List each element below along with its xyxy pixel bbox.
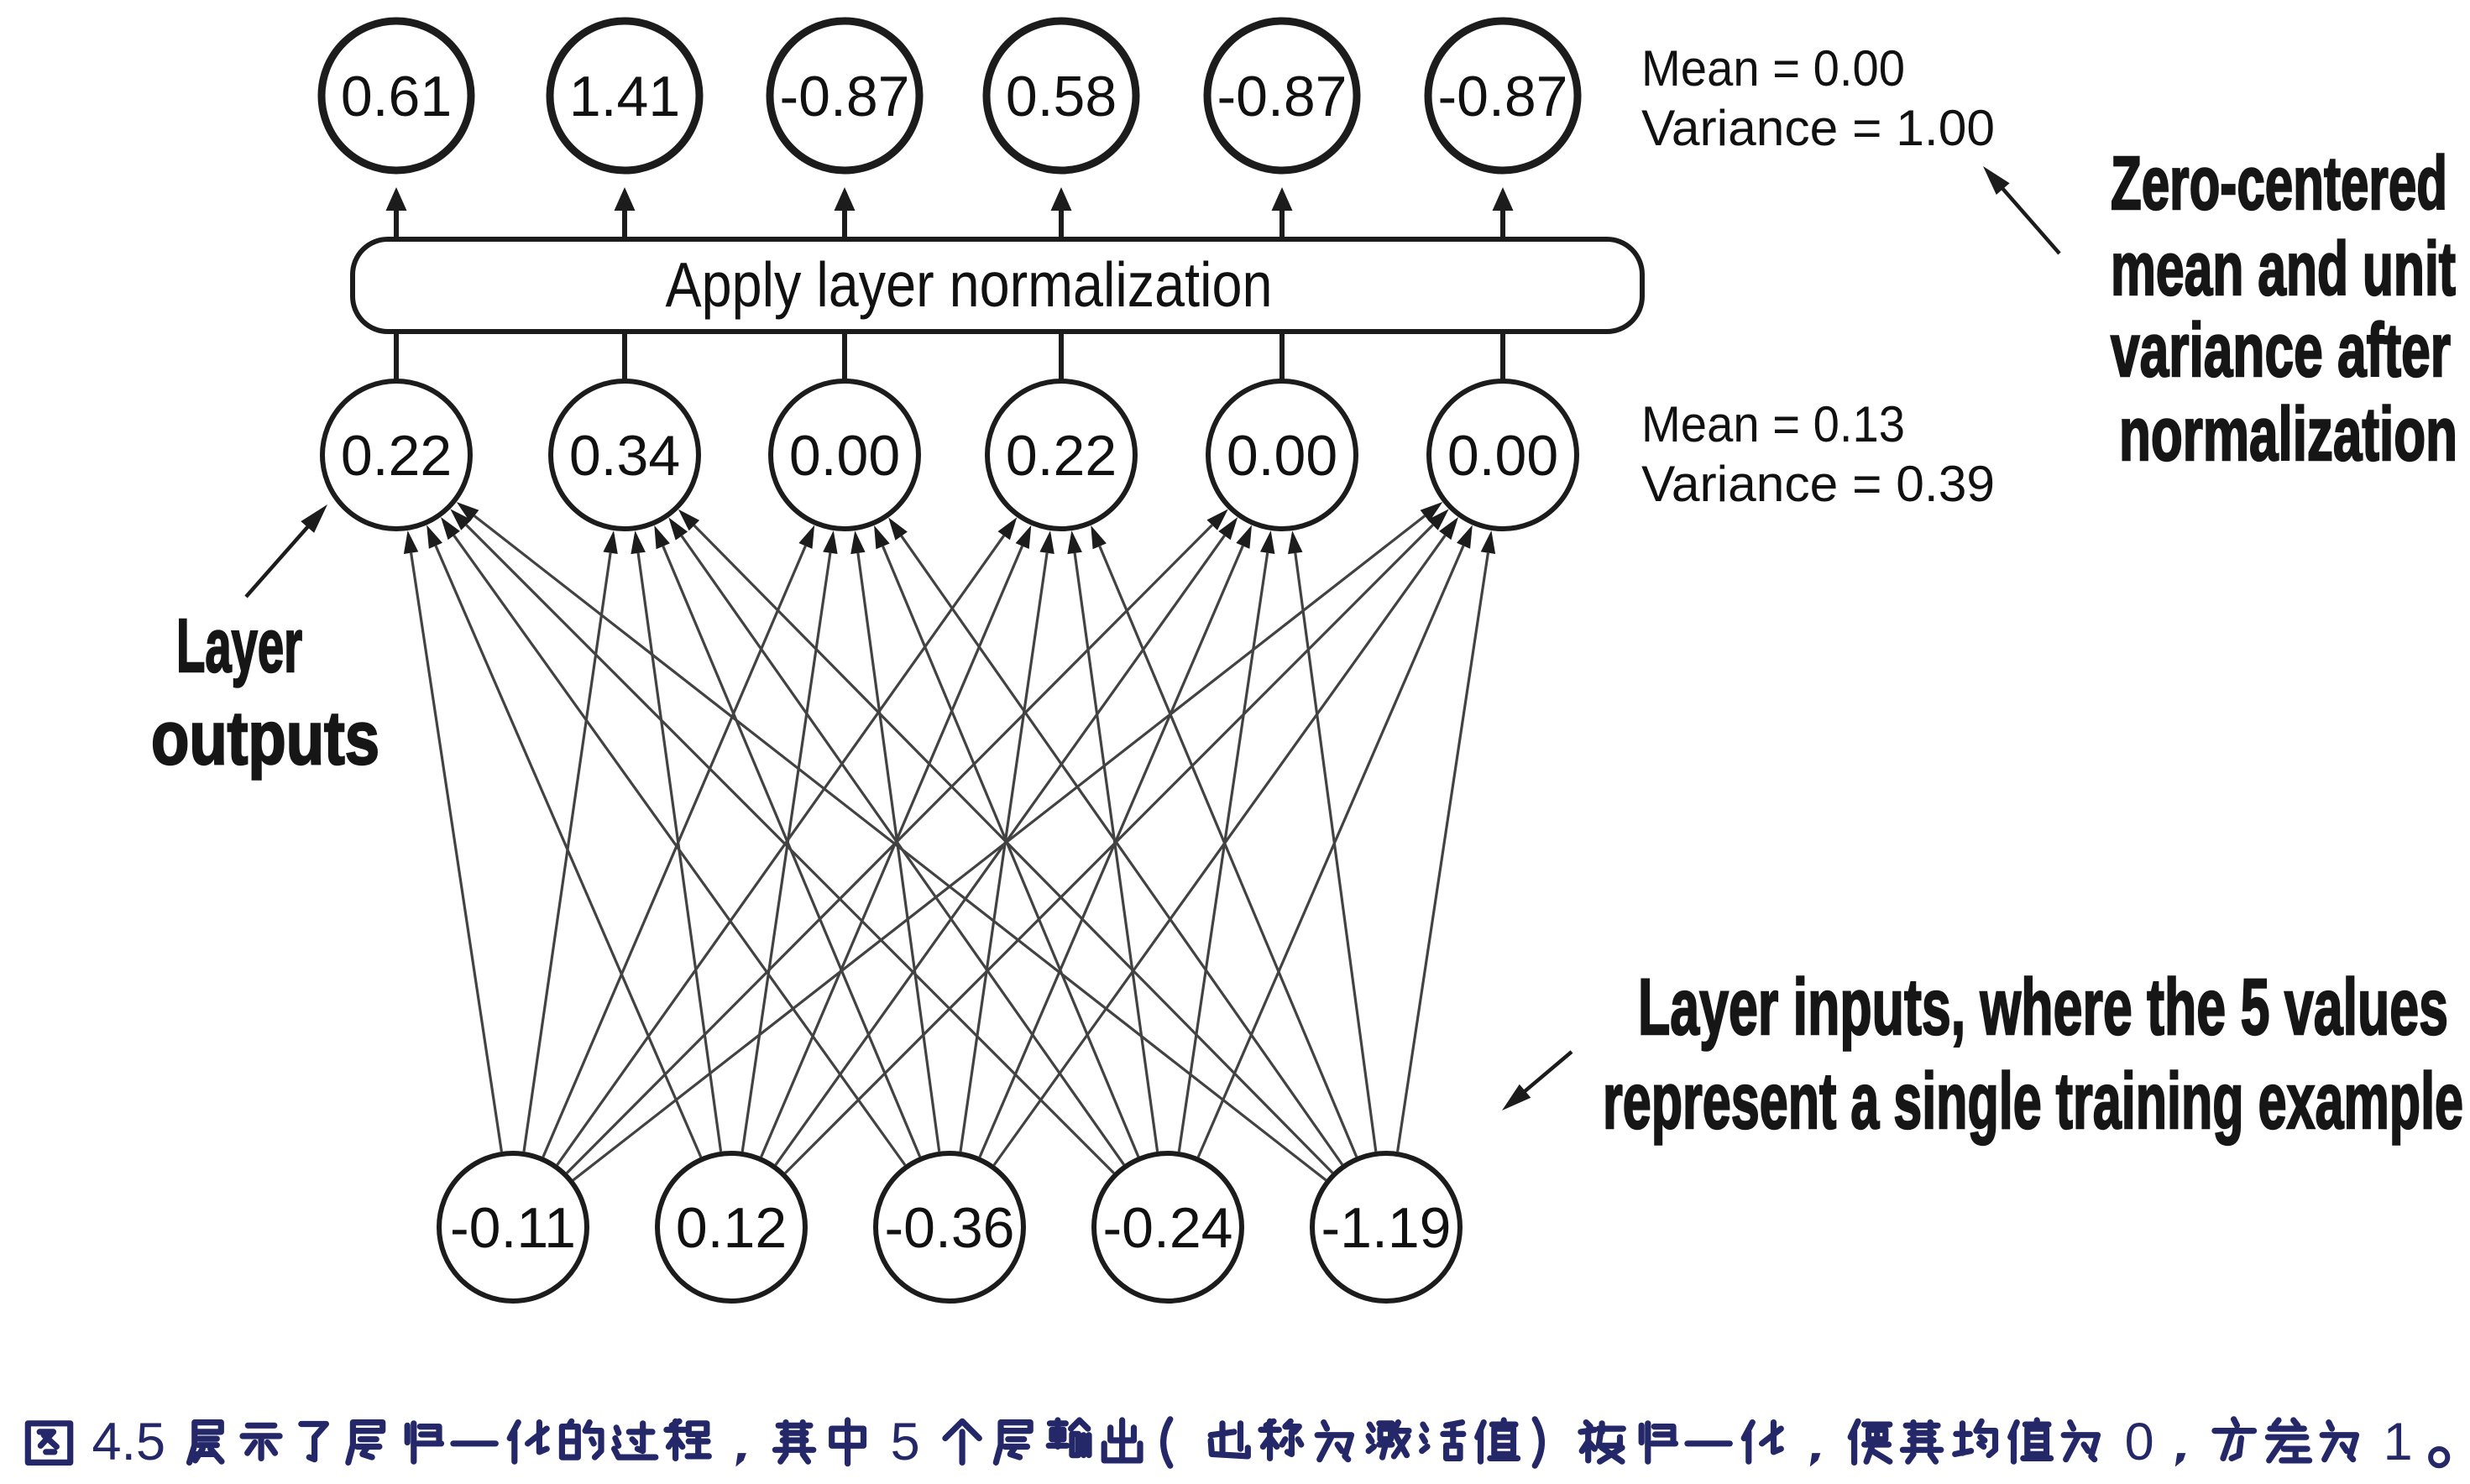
svg-text:0.12: 0.12 (676, 1196, 787, 1260)
svg-text:-0.11: -0.11 (450, 1196, 576, 1260)
svg-text:.: . (122, 1413, 137, 1471)
svg-text:Zero-centered: Zero-centered (2111, 142, 2447, 226)
svg-text:0.00: 0.00 (1447, 424, 1558, 488)
svg-text:-0.36: -0.36 (885, 1196, 1015, 1260)
svg-text:-0.87: -0.87 (780, 65, 910, 128)
svg-text:Layer: Layer (176, 604, 302, 688)
svg-text:outputs: outputs (151, 697, 379, 781)
svg-text:Variance = 0.39: Variance = 0.39 (1641, 456, 1995, 512)
svg-text:Mean = 0.13: Mean = 0.13 (1641, 396, 1905, 452)
svg-text:variance after: variance after (2111, 309, 2451, 393)
svg-text:5: 5 (136, 1413, 165, 1471)
svg-text:-0.24: -0.24 (1103, 1196, 1233, 1260)
svg-text:-0.87: -0.87 (1217, 65, 1348, 128)
svg-text:0.34: 0.34 (569, 424, 680, 488)
svg-text:mean and unit: mean and unit (2111, 227, 2456, 311)
svg-text:4: 4 (92, 1413, 122, 1471)
svg-text:Variance = 1.00: Variance = 1.00 (1641, 100, 1995, 156)
svg-text:0: 0 (2125, 1413, 2154, 1471)
svg-text:represent a single training ex: represent a single training example (1603, 1057, 2463, 1146)
svg-text:Mean = 0.00: Mean = 0.00 (1641, 40, 1905, 97)
svg-text:0.00: 0.00 (789, 424, 900, 488)
svg-text:0.22: 0.22 (341, 424, 452, 488)
svg-text:0.00: 0.00 (1227, 424, 1337, 488)
svg-text:Layer inputs, where the 5 valu: Layer inputs, where the 5 values (1638, 963, 2448, 1052)
svg-text:0.22: 0.22 (1006, 424, 1117, 488)
svg-text:0.61: 0.61 (341, 65, 452, 128)
svg-text:-0.87: -0.87 (1438, 65, 1568, 128)
svg-text:1: 1 (2384, 1413, 2413, 1471)
svg-text:-1.19: -1.19 (1321, 1196, 1452, 1260)
svg-text:0.58: 0.58 (1006, 65, 1117, 128)
svg-text:Apply layer normalization: Apply layer normalization (666, 249, 1273, 320)
svg-text:5: 5 (891, 1413, 920, 1471)
svg-text:1.41: 1.41 (569, 65, 680, 128)
svg-text:normalization: normalization (2119, 393, 2457, 477)
